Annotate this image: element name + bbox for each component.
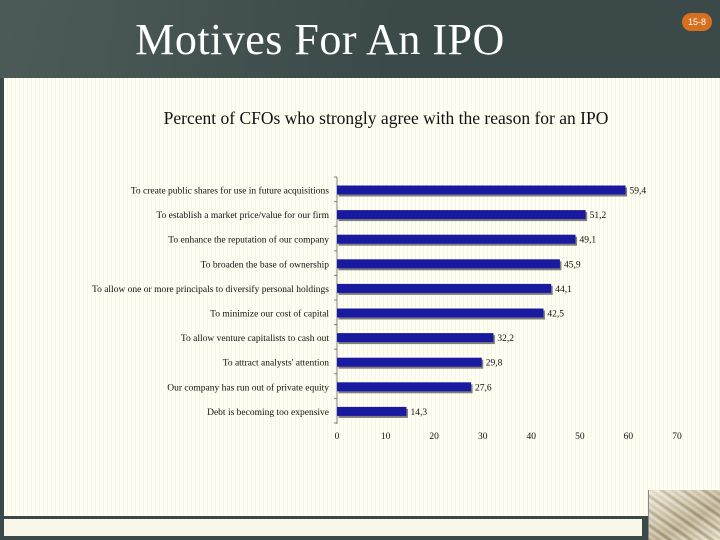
category-label: To attract analysts' attention [223, 359, 330, 369]
data-label: 45,9 [564, 260, 581, 270]
bar [337, 382, 472, 392]
data-label: 14,3 [410, 408, 427, 418]
title-bar-shine [0, 0, 720, 78]
chart-title: Percent of CFOs who strongly agree with … [163, 108, 609, 128]
data-label: 32,2 [497, 334, 514, 344]
data-label: 27,6 [475, 383, 492, 393]
category-label: To allow venture capitalists to cash out [181, 334, 329, 344]
bar [337, 357, 482, 367]
bar [337, 185, 626, 195]
category-label: To allow one or more principals to diver… [92, 284, 329, 295]
data-label: 49,1 [579, 236, 596, 246]
bar [337, 210, 586, 220]
category-label: To establish a market price/value for ou… [156, 210, 329, 221]
x-tick-label: 20 [429, 432, 439, 442]
x-tick-label: 60 [624, 432, 634, 442]
data-label: 59,4 [630, 187, 647, 197]
category-label: To minimize our cost of capital [210, 309, 329, 320]
left-accent-bar [0, 78, 4, 516]
x-tick-label: 30 [478, 432, 488, 442]
corner-photo-image [648, 490, 720, 540]
data-label: 51,2 [590, 211, 607, 221]
category-label: To broaden the base of ownership [201, 259, 330, 270]
x-tick-label: 50 [575, 432, 585, 442]
category-label: Our company has run out of private equit… [167, 382, 329, 393]
bar [337, 283, 552, 293]
title-bar: Motives For An IPO 15-8 [0, 0, 720, 78]
slide-number-badge: 15-8 [682, 13, 712, 31]
bar [337, 308, 544, 318]
x-tick-label: 10 [381, 432, 391, 442]
category-label: Debt is becoming too expensive [207, 408, 329, 418]
x-tick-label: 0 [335, 432, 340, 442]
footer-panel [4, 519, 642, 536]
category-label: To enhance the reputation of our company [168, 235, 329, 246]
data-label: 44,1 [555, 285, 572, 295]
footer-bar [0, 516, 720, 540]
category-label: To create public shares for use in futur… [131, 186, 330, 197]
bar [337, 406, 407, 416]
data-label: 42,5 [547, 310, 564, 320]
bar [337, 333, 494, 343]
bar [337, 234, 576, 244]
x-tick-label: 40 [527, 432, 537, 442]
x-tick-label: 70 [672, 432, 682, 442]
bar [337, 259, 560, 269]
slide-title: Motives For An IPO [0, 14, 720, 65]
slide-title-text: Motives For An IPO [135, 15, 505, 64]
data-label: 29,8 [486, 359, 503, 369]
